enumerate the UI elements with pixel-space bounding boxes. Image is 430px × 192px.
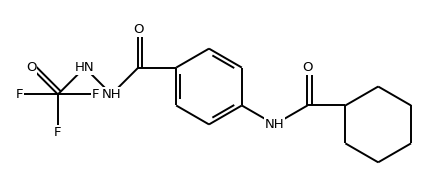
Text: HN: HN [75,61,94,74]
Text: F: F [16,88,24,101]
Text: O: O [301,61,312,74]
Text: NH: NH [101,88,121,101]
Text: O: O [26,61,36,74]
Text: O: O [133,23,143,36]
Text: F: F [54,126,61,139]
Text: NH: NH [264,118,284,131]
Text: F: F [92,88,99,101]
